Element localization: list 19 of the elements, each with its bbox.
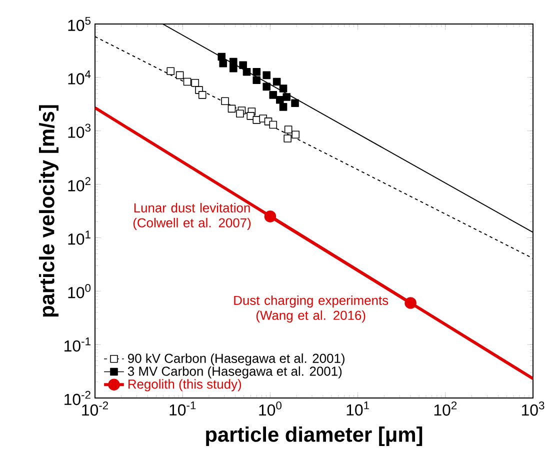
annotation: Dust charging experiments (Wang et al. 2016) (234, 295, 388, 322)
y-tick-label: 10$^{5}$ (68, 16, 91, 32)
legend-label: 90 kV Carbon (Hasegawa et al. 2001) (128, 353, 344, 366)
y-tick-label: 10$^{2}$ (68, 177, 90, 192)
x-axis-title: particle diameter [μm] (206, 426, 422, 446)
x-tick-label: 10$^{2}$ (434, 402, 457, 416)
y-tick-label: 10$^{3}$ (68, 124, 90, 138)
x-tick-label: 10$^{-1}$ (170, 402, 196, 416)
y-tick-label: 10$^{1}$ (68, 230, 90, 245)
x-tick-label: 10$^{1}$ (346, 402, 369, 416)
x-tick-label: 10$^{0}$ (259, 402, 282, 416)
y-tick-label: 10$^{-1}$ (64, 338, 90, 352)
y-axis-title: particle velocity [m/s] (39, 105, 58, 317)
y-tick-label: 10$^{4}$ (68, 70, 91, 84)
annotation: Lunar dust levitation (Colwell et al. 2007) (133, 202, 251, 230)
legend-label: 3 MV Carbon (Hasegawa et al. 2001) (128, 366, 342, 378)
x-tick-label: 10$^{3}$ (522, 402, 544, 416)
y-tick-label: 10$^{0}$ (68, 284, 91, 298)
legend-label: Regolith (this study) (128, 379, 242, 392)
